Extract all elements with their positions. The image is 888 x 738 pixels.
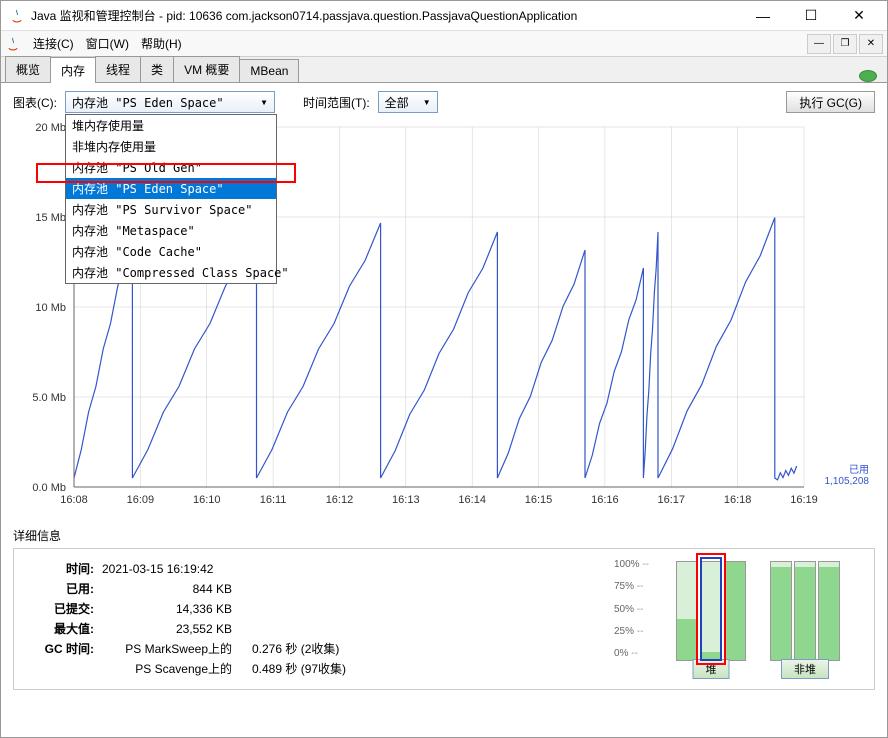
svg-text:16:08: 16:08 xyxy=(60,494,88,506)
svg-text:16:10: 16:10 xyxy=(193,494,221,506)
main-window: Java 监视和管理控制台 - pid: 10636 com.jackson07… xyxy=(0,0,888,738)
chart-dropdown: 堆内存使用量 非堆内存使用量 内存池 "PS Old Gen" 内存池 "PS … xyxy=(65,114,277,284)
svg-text:16:12: 16:12 xyxy=(326,494,354,506)
tab-memory[interactable]: 内存 xyxy=(50,57,96,83)
gc-button[interactable]: 执行 GC(G) xyxy=(786,91,875,113)
svg-text:16:19: 16:19 xyxy=(790,494,818,506)
svg-text:16:11: 16:11 xyxy=(260,494,287,506)
time-combo[interactable]: 全部 ▼ xyxy=(378,91,438,113)
heap-bars[interactable]: 堆 xyxy=(676,561,746,661)
bar-scale: 100%75%50%25%0% xyxy=(614,559,649,659)
java-icon xyxy=(5,36,21,52)
svg-text:0.0 Mb: 0.0 Mb xyxy=(32,482,66,494)
svg-text:20 Mb: 20 Mb xyxy=(35,122,66,134)
time-label: 时间范围(T): xyxy=(303,94,370,111)
menu-window[interactable]: 窗口(W) xyxy=(80,33,135,54)
maximize-button[interactable]: ☐ xyxy=(791,4,831,28)
menu-connect[interactable]: 连接(C) xyxy=(27,33,80,54)
svg-text:16:16: 16:16 xyxy=(591,494,619,506)
details-title: 详细信息 xyxy=(13,527,875,544)
svg-text:16:13: 16:13 xyxy=(392,494,420,506)
memory-bars: 100%75%50%25%0% 堆 非堆 xyxy=(658,559,858,679)
used-label: 已用1,105,208 xyxy=(825,461,870,487)
details-box: 时间:2021-03-15 16:19:42已用:844 KB已提交:14,33… xyxy=(13,548,875,690)
dd-item-selected[interactable]: 内存池 "PS Eden Space" xyxy=(66,178,276,199)
mdi-close[interactable]: ✕ xyxy=(859,34,883,54)
chart-label: 图表(C): xyxy=(13,94,57,111)
menu-help[interactable]: 帮助(H) xyxy=(135,33,188,54)
mdi-minimize[interactable]: — xyxy=(807,34,831,54)
svg-text:5.0 Mb: 5.0 Mb xyxy=(32,392,66,404)
minimize-button[interactable]: — xyxy=(743,4,783,28)
heap-button[interactable]: 堆 xyxy=(693,659,730,679)
svg-text:16:14: 16:14 xyxy=(458,494,486,506)
dd-item[interactable]: 内存池 "Metaspace" xyxy=(66,220,276,241)
dd-item[interactable]: 内存池 "Compressed Class Space" xyxy=(66,262,276,283)
titlebar: Java 监视和管理控制台 - pid: 10636 com.jackson07… xyxy=(1,1,887,31)
dd-item[interactable]: 堆内存使用量 xyxy=(66,115,276,136)
dd-item[interactable]: 内存池 "Code Cache" xyxy=(66,241,276,262)
chevron-down-icon: ▼ xyxy=(256,94,272,110)
svg-text:16:17: 16:17 xyxy=(658,494,686,506)
svg-text:16:15: 16:15 xyxy=(525,494,553,506)
close-button[interactable]: ✕ xyxy=(839,4,879,28)
connection-status-icon xyxy=(859,70,877,82)
svg-text:16:09: 16:09 xyxy=(127,494,155,506)
nonheap-bars[interactable]: 非堆 xyxy=(770,561,840,661)
chart-combo[interactable]: 内存池 "PS Eden Space" ▼ 堆内存使用量 非堆内存使用量 内存池… xyxy=(65,91,275,113)
menubar: 连接(C) 窗口(W) 帮助(H) — ❐ ✕ xyxy=(1,31,887,57)
tab-threads[interactable]: 线程 xyxy=(95,56,141,82)
java-icon xyxy=(9,8,25,24)
tab-vm[interactable]: VM 概要 xyxy=(173,56,240,82)
dd-item[interactable]: 内存池 "PS Survivor Space" xyxy=(66,199,276,220)
svg-text:15 Mb: 15 Mb xyxy=(35,212,66,224)
svg-text:10 Mb: 10 Mb xyxy=(35,302,66,314)
window-title: Java 监视和管理控制台 - pid: 10636 com.jackson07… xyxy=(31,7,743,24)
nonheap-button[interactable]: 非堆 xyxy=(781,659,829,679)
svg-text:16:18: 16:18 xyxy=(724,494,752,506)
dd-item[interactable]: 内存池 "PS Old Gen" xyxy=(66,157,276,178)
tab-overview[interactable]: 概览 xyxy=(5,56,51,82)
chevron-down-icon: ▼ xyxy=(419,94,435,110)
mdi-restore[interactable]: ❐ xyxy=(833,34,857,54)
tab-classes[interactable]: 类 xyxy=(140,56,174,82)
dd-item[interactable]: 非堆内存使用量 xyxy=(66,136,276,157)
tab-mbean[interactable]: MBean xyxy=(239,59,299,82)
tabbar: 概览 内存 线程 类 VM 概要 MBean xyxy=(1,57,887,83)
